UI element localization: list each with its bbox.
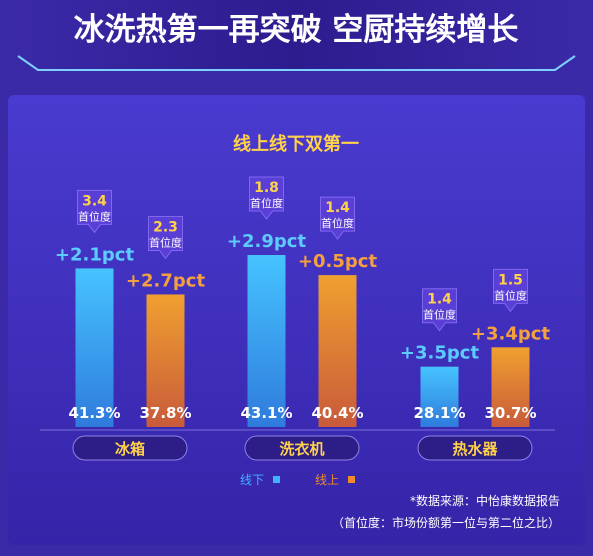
chart-panel [8,95,585,545]
category-pill-2 [417,435,533,461]
ratio-value: 1.4 [325,200,350,216]
bar-offline [247,255,286,427]
bar-offline [75,268,114,427]
legend-item-online: 线上 [315,471,355,488]
bars-layer [75,255,530,427]
source-note: *数据来源：中怡康数据报告 [409,494,560,508]
legend-item-offline: 线下 [240,471,280,488]
category-pill-1 [244,435,360,461]
header-frame [17,55,576,71]
ratio-badge [422,288,457,332]
ratio-badge [320,196,355,240]
ratio-value: 1.8 [254,180,279,196]
ratio-badge [493,268,528,313]
ratio-badge [77,189,112,234]
ratio-badge [148,215,183,260]
bar-change-label: +2.9pct [227,231,307,252]
bar-value-label: 41.3% [68,404,120,422]
bar-change-label: +2.1pct [55,244,135,265]
chart-title: 线上线下双第一 [233,133,359,155]
ratio-value: 1.5 [498,272,523,288]
category-label: 洗衣机 [279,440,324,458]
category-label: 冰箱 [115,440,145,458]
bar-change-label: +3.4pct [471,323,551,344]
bar-change-label: +2.7pct [126,270,206,291]
bar-online [318,275,357,427]
bar-value-label: 40.4% [311,404,363,422]
category-pill-0 [72,435,188,461]
legend-swatch-offline [272,476,280,483]
page-title: 冰洗热第一再突破 空厨持续增长 [74,12,519,48]
legend-swatch-online [347,476,355,483]
ratio-caption: 首位度 [423,308,456,322]
ratio-caption: 首位度 [494,288,527,302]
bar-value-label: 28.1% [413,404,465,422]
header-banner [0,0,593,70]
ratio-value: 2.3 [153,219,178,235]
ratio-caption: 首位度 [250,196,283,210]
labels-layer: 冰箱41.3%+2.1pct3.4首位度37.8%+2.7pct2.3首位度洗衣… [55,176,551,461]
bar-value-label: 37.8% [139,404,191,422]
ratio-value: 3.4 [82,193,107,209]
ratio-caption: 首位度 [78,209,111,223]
definition-note: （首位度：市场份额第一位与第二位之比） [331,516,560,530]
bar-online [146,294,185,427]
bar-change-label: +3.5pct [400,343,480,364]
legend-label-offline: 线下 [240,473,265,487]
bar-value-label: 43.1% [240,404,292,422]
bar-offline [420,366,459,427]
ratio-caption: 首位度 [149,235,182,249]
bar-change-label: +0.5pct [298,251,378,272]
category-label: 热水器 [452,440,498,458]
ratio-caption: 首位度 [321,216,354,230]
legend-label-online: 线上 [315,473,340,487]
ratio-badge [249,176,284,220]
ratio-value: 1.4 [427,292,452,308]
bar-online [491,347,530,427]
bar-value-label: 30.7% [484,404,536,422]
